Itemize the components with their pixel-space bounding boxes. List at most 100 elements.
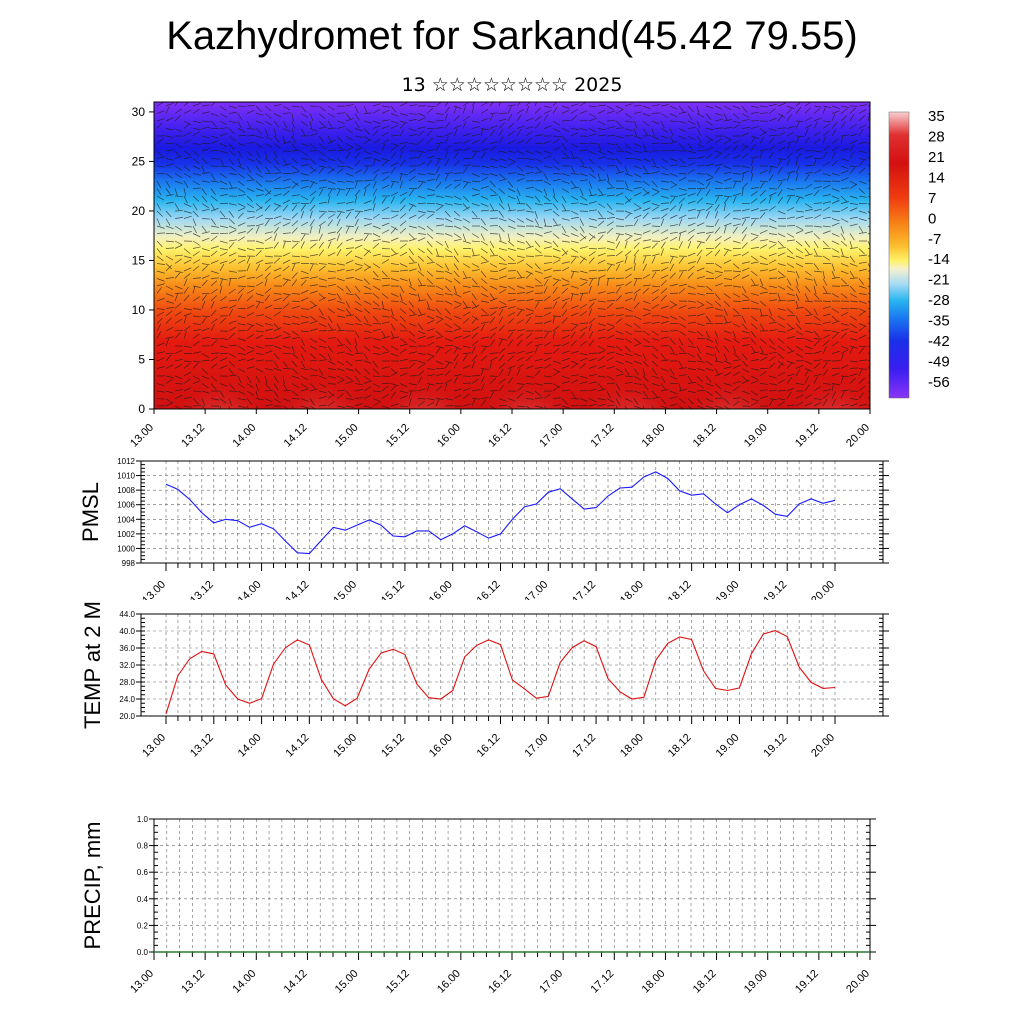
wind-barb — [318, 383, 327, 388]
wind-barb — [192, 108, 200, 114]
wind-barb — [327, 210, 336, 213]
wind-barb — [768, 321, 777, 324]
wind-barb — [534, 345, 539, 354]
grid — [153, 819, 871, 952]
wind-barb — [201, 225, 208, 233]
wind-barb — [804, 136, 810, 144]
wind-barb — [705, 368, 714, 372]
wind-barb — [867, 352, 870, 354]
wind-barb — [651, 180, 658, 188]
wind-barb — [678, 383, 682, 392]
wind-barb — [300, 233, 306, 242]
wind-barb — [183, 173, 192, 178]
wind-barb — [525, 285, 534, 289]
wind-barb — [480, 368, 489, 370]
wind-barb — [525, 272, 532, 279]
wind-barb — [471, 293, 477, 301]
wind-barb — [687, 405, 693, 409]
wind-barb — [192, 128, 201, 131]
wind-barb — [291, 293, 300, 295]
wind-barb — [651, 330, 659, 336]
wind-barb — [579, 381, 588, 384]
wind-barb — [291, 204, 298, 212]
wind-barb — [399, 113, 408, 116]
wind-barb — [822, 206, 831, 212]
wind-barb — [597, 104, 606, 107]
wind-barb — [219, 210, 226, 218]
wind-barb — [840, 108, 848, 114]
wind-barb — [849, 203, 858, 205]
wind-barb — [408, 204, 414, 212]
wind-barb — [489, 332, 496, 339]
wind-barb — [750, 338, 757, 345]
wind-barb — [615, 241, 621, 249]
wind-barb — [192, 375, 201, 381]
wind-barb — [822, 173, 831, 177]
wind-barb — [354, 255, 363, 260]
wind-barb — [255, 188, 264, 192]
wind-barb — [561, 225, 567, 234]
wind-barb — [552, 269, 561, 272]
wind-barb — [183, 120, 192, 126]
wind-barb — [507, 255, 515, 262]
wind-barb — [264, 350, 273, 354]
wind-barb — [498, 308, 504, 317]
wind-barb — [597, 383, 604, 390]
wind-barb — [507, 365, 516, 369]
wind-barb — [462, 352, 472, 354]
wind-barb — [723, 360, 732, 365]
wind-barb — [381, 375, 391, 377]
wind-barb — [156, 298, 165, 302]
wind-barb — [201, 300, 206, 309]
wind-barb — [804, 117, 813, 122]
wind-barb — [399, 142, 408, 144]
wind-barb — [426, 137, 434, 144]
wind-barb — [426, 401, 435, 407]
wind-barb — [246, 312, 255, 317]
wind-barb — [516, 364, 525, 369]
wind-barb — [714, 227, 721, 234]
wind-barb — [444, 323, 452, 329]
wind-barb — [813, 373, 822, 377]
wind-barb — [543, 286, 548, 294]
wind-barb — [579, 149, 588, 152]
wind-barb — [588, 128, 597, 133]
wind-barb — [426, 225, 434, 232]
wind-barb — [309, 328, 318, 332]
wind-barb — [426, 308, 435, 312]
y-tick-label: 1.0 — [137, 815, 149, 824]
wind-barb — [615, 330, 624, 335]
wind-barb — [795, 255, 804, 260]
wind-barb — [606, 264, 613, 272]
wind-barb — [732, 359, 741, 362]
wind-barb — [849, 270, 855, 278]
wind-barb — [723, 119, 732, 122]
wind-barb — [480, 225, 488, 231]
wind-barb — [516, 255, 525, 259]
wind-barb — [453, 374, 462, 377]
wind-barb — [354, 239, 363, 242]
wind-barb — [687, 330, 696, 334]
wind-barb — [561, 150, 568, 157]
wind-barb — [768, 137, 775, 144]
wind-barb — [687, 113, 693, 121]
wind-barb — [687, 168, 695, 174]
wind-barb — [588, 194, 597, 197]
wind-barb — [579, 303, 587, 309]
wind-barb — [462, 105, 467, 114]
wind-barb — [372, 360, 378, 368]
wind-barb — [678, 388, 687, 392]
wind-barb — [471, 120, 480, 123]
wind-barb — [417, 255, 425, 262]
wind-barb — [615, 218, 624, 221]
wind-barb — [336, 300, 345, 304]
wind-barb — [435, 373, 444, 377]
wind-barb — [489, 129, 496, 137]
wind-barb — [336, 285, 344, 291]
wind-barb — [237, 158, 242, 167]
wind-barb — [813, 158, 817, 167]
wind-barb — [417, 360, 426, 364]
wind-barb — [219, 240, 228, 244]
wind-barb — [435, 293, 444, 296]
wind-barb — [327, 329, 336, 332]
